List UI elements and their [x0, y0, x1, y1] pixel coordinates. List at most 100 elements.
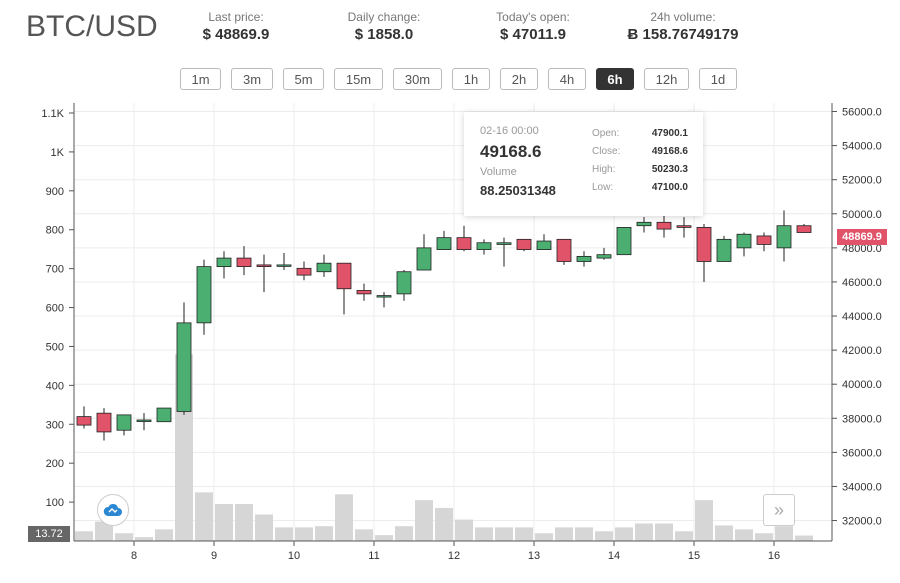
- stat-label: Today's open:: [496, 10, 570, 24]
- candle-body: [396, 271, 412, 295]
- tooltip-key: Low:: [592, 182, 614, 193]
- volume-bar: [655, 523, 673, 541]
- volume-tick-label: 300: [46, 419, 64, 431]
- volume-bar: [115, 533, 133, 541]
- candle-body: [316, 262, 332, 273]
- tooltip-date: 02-16 00:00: [480, 125, 539, 137]
- time-tick-label: 11: [368, 550, 379, 562]
- price-tick-label: 40000.0: [842, 379, 882, 391]
- price-tick-label: 46000.0: [842, 277, 882, 289]
- volume-bar: [195, 492, 213, 541]
- candle-body: [456, 237, 472, 250]
- volume-tick-label: 700: [46, 264, 64, 276]
- price-tick-label: 50000.0: [842, 209, 882, 221]
- volume-bar: [475, 527, 493, 541]
- candle-body: [676, 225, 692, 228]
- price-tick-label: 48000.0: [842, 243, 882, 255]
- candle-body: [416, 247, 432, 271]
- candle-body: [196, 266, 212, 324]
- candle-body: [276, 264, 292, 267]
- volume-bar: [255, 514, 273, 541]
- stat-label: 24h volume:: [650, 10, 716, 24]
- stat-label: Last price:: [208, 10, 264, 24]
- candle-body: [336, 262, 352, 290]
- volume-bar: [215, 504, 233, 541]
- price-tick-label: 44000.0: [842, 311, 882, 323]
- candles: [76, 210, 812, 441]
- timeframe-button-2h[interactable]: 2h: [500, 68, 538, 90]
- tooltip-value: 47100.0: [651, 182, 688, 193]
- volume-bar: [795, 535, 813, 541]
- timeframe-button-30m[interactable]: 30m: [393, 68, 442, 90]
- volume-tick-label: 200: [46, 458, 64, 470]
- volume-bar: [435, 507, 453, 541]
- tooltip-volume-label: Volume: [480, 166, 517, 178]
- timeframe-button-12h[interactable]: 12h: [644, 68, 689, 90]
- candle-body: [796, 225, 812, 233]
- candle-body: [136, 419, 152, 422]
- candle-body: [216, 257, 232, 268]
- candle-body: [596, 254, 612, 259]
- volume-bar: [595, 531, 613, 541]
- volume-tick-label: 500: [46, 341, 64, 353]
- cloud-button[interactable]: [97, 494, 129, 526]
- volume-bar: [415, 500, 433, 541]
- candle-body: [296, 267, 312, 276]
- candle-body: [756, 235, 772, 245]
- candle-body: [476, 242, 492, 250]
- candle-body: [556, 238, 572, 262]
- volume-bar: [495, 527, 513, 541]
- volume-bar: [555, 527, 573, 541]
- volume-bar: [235, 504, 253, 541]
- volume-tick-label: 100: [46, 497, 64, 509]
- stat-24h-volume: 24h volume: Ƀ 158.76749179: [618, 10, 748, 43]
- time-tick-label: 15: [688, 550, 700, 562]
- double-chevron-right-icon: »: [773, 499, 784, 520]
- price-tick-label: 34000.0: [842, 481, 882, 493]
- volume-bar: [335, 494, 353, 541]
- volume-bar: [735, 529, 753, 541]
- volume-bar: [535, 533, 553, 541]
- stat-last-price: Last price: $ 48869.9: [196, 10, 276, 43]
- timeframe-selector: 1m 3m 5m 15m 30m 1h 2h 4h 6h 12h 1d: [180, 68, 737, 90]
- volume-bar: [635, 523, 653, 541]
- volume-bar: [615, 527, 633, 541]
- timeframe-button-1h[interactable]: 1h: [452, 68, 490, 90]
- price-tick-label: 38000.0: [842, 413, 882, 425]
- timeframe-button-15m[interactable]: 15m: [334, 68, 383, 90]
- candle-body: [516, 238, 532, 250]
- candle-body: [496, 242, 512, 245]
- scroll-to-latest-button[interactable]: »: [763, 494, 795, 526]
- timeframe-button-1d[interactable]: 1d: [699, 68, 737, 90]
- timeframe-button-1m[interactable]: 1m: [180, 68, 221, 90]
- pair-title: BTC/USD: [26, 10, 158, 43]
- time-tick-label: 14: [608, 550, 620, 562]
- timeframe-button-5m[interactable]: 5m: [283, 68, 324, 90]
- volume-bar: [315, 526, 333, 541]
- timeframe-button-4h[interactable]: 4h: [548, 68, 586, 90]
- volume-tick-label: 1K: [51, 147, 65, 159]
- candle-body: [716, 238, 732, 262]
- time-tick-label: 8: [131, 550, 137, 562]
- time-tick-label: 9: [211, 550, 217, 562]
- tooltip-key: Open:: [592, 128, 620, 139]
- price-tick-label: 36000.0: [842, 447, 882, 459]
- candle-body: [616, 227, 632, 256]
- stat-value: $ 47011.9: [500, 26, 566, 43]
- timeframe-button-3m[interactable]: 3m: [231, 68, 273, 90]
- volume-bar: [395, 526, 413, 541]
- price-tick-label: 42000.0: [842, 345, 882, 357]
- candle-body: [376, 295, 392, 298]
- volume-tick-label: 1.1K: [41, 108, 64, 120]
- candle-body: [76, 416, 92, 426]
- candle-body: [96, 412, 112, 433]
- price-tick-label: 32000.0: [842, 516, 882, 528]
- time-tick-label: 12: [448, 550, 460, 562]
- price-tick-label: 54000.0: [842, 141, 882, 153]
- candle-body: [256, 264, 272, 268]
- cloud-icon: [103, 503, 122, 516]
- candle-body: [696, 227, 712, 262]
- volume-bar: [675, 531, 693, 541]
- timeframe-button-6h[interactable]: 6h: [596, 68, 634, 90]
